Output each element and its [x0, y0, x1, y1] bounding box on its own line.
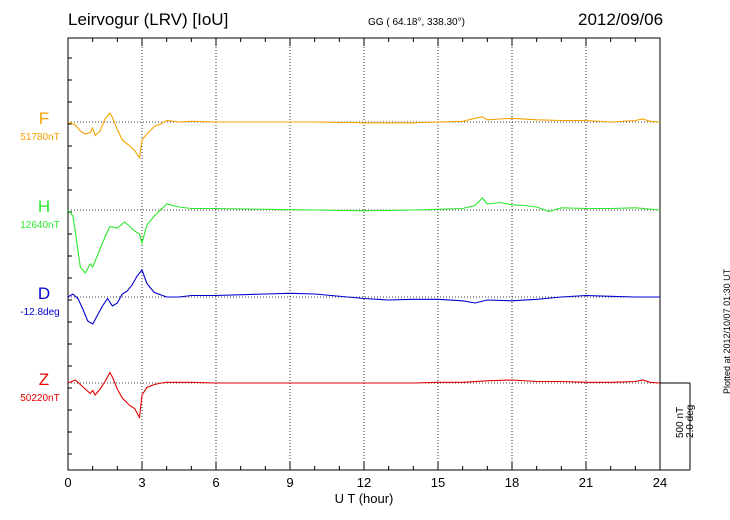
- channel-label-H: H: [38, 197, 50, 216]
- page-title: Leirvogur (LRV) [IoU]: [68, 10, 229, 29]
- series-line-H: [67, 197, 661, 274]
- x-tick-label: 6: [212, 475, 219, 490]
- channel-baseline-D: -12.8deg: [20, 307, 59, 318]
- x-tick-label: 24: [653, 475, 667, 490]
- series-line-D: [67, 268, 660, 325]
- channel-baseline-F: 51780nT: [20, 132, 59, 143]
- channel-baseline-Z: 50220nT: [20, 393, 59, 404]
- x-tick-label: 0: [64, 475, 71, 490]
- x-tick-label: 18: [505, 475, 519, 490]
- scale-bar-deg-label: 2.0 deg: [685, 404, 696, 438]
- channel-label-Z: Z: [39, 370, 49, 389]
- plot-date: 2012/09/06: [578, 10, 664, 29]
- series-line-F: [67, 112, 661, 160]
- plotted-timestamp: Plotted at 2012/10/07 01:30 UT: [722, 268, 730, 394]
- channel-label-D: D: [38, 284, 50, 303]
- x-axis-label: U T (hour): [335, 491, 394, 506]
- series-line-Z: [67, 371, 661, 420]
- x-tick-label: 9: [286, 475, 293, 490]
- x-tick-label: 3: [138, 475, 145, 490]
- station-coordinates: GG ( 64.18°, 338.30°): [368, 17, 465, 28]
- channel-baseline-H: 12640nT: [20, 220, 59, 231]
- x-tick-label: 15: [431, 475, 445, 490]
- x-tick-label: 12: [357, 475, 371, 490]
- x-tick-label: 21: [579, 475, 593, 490]
- channel-label-F: F: [39, 109, 49, 128]
